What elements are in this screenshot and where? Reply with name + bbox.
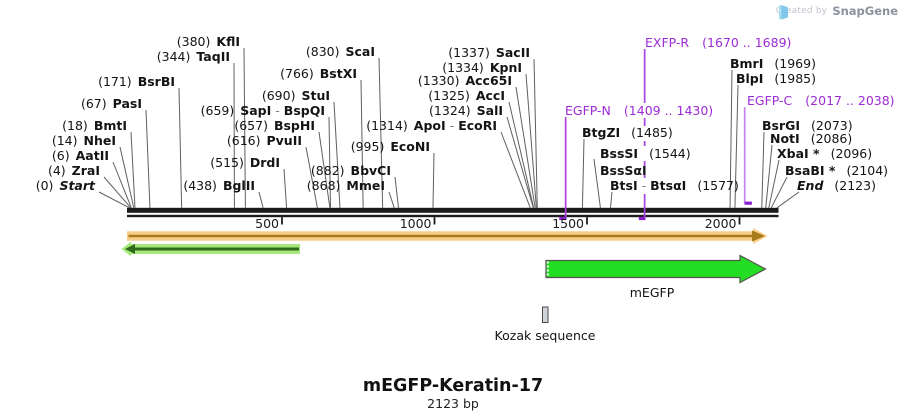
site-label-ScaI[interactable]: (830) ScaI [305, 44, 375, 59]
site-label-BsrGI[interactable]: BsrGI (2073) [762, 118, 853, 133]
site-label-BglII[interactable]: (438) BglII [183, 178, 255, 193]
site-dropline [515, 86, 536, 208]
site-label-SacII[interactable]: (1337) SacII [448, 45, 530, 60]
site-label-ApoI[interactable]: (1314) ApoI - EcoRI [366, 118, 497, 133]
reverse-fragment-arrowhead[interactable] [125, 244, 135, 254]
site-label-TaqII[interactable]: (344) TaqII [156, 49, 230, 64]
site-label-SalI[interactable]: (1324) SalI [429, 103, 503, 118]
site-label-BtgZI[interactable]: BtgZI (1485) [582, 125, 673, 140]
map-title: mEGFP-Keratin-17 [362, 376, 544, 396]
site-label-NotI[interactable]: NotI (2086) [770, 131, 853, 146]
site-label-StuI[interactable]: (690) StuI [261, 88, 330, 103]
snapgene-flag-icon [778, 5, 788, 20]
site-dropline [770, 176, 788, 209]
site-dropline [729, 69, 733, 208]
site-label-BssSI[interactable]: BssSI (1544) [600, 146, 691, 161]
site-label-BbvCI[interactable]: (882) BbvCI [310, 163, 391, 178]
site-label-Acc65I[interactable]: (1330) Acc65I [417, 73, 512, 88]
site-dropline [525, 73, 537, 208]
full-length-arrowhead[interactable] [752, 230, 765, 242]
site-dropline [388, 191, 395, 208]
map-length: 2123 bp [427, 396, 479, 411]
created-by-text: Created by [775, 6, 828, 16]
primer-label-egfp-c[interactable]: EGFP-C (2017 .. 2038) [747, 93, 895, 108]
site-label-EcoNI[interactable]: (995) EcoNI [350, 139, 430, 154]
sequence-bar [127, 207, 779, 213]
site-label-BsaBI[interactable]: BsaBI * (2104) [785, 163, 889, 178]
site-label-SapI[interactable]: (659) SapI - BspQI [200, 103, 325, 118]
ruler-line [127, 214, 779, 218]
site-dropline [112, 161, 132, 208]
site-label-XbaI[interactable]: XbaI * (2096) [777, 146, 873, 161]
site-label-DrdI[interactable]: (515) DrdI [210, 155, 280, 170]
site-label-BstXI[interactable]: (766) BstXI [280, 66, 357, 81]
site-dropline [243, 47, 246, 208]
site-dropline [394, 176, 400, 208]
site-dropline [581, 138, 585, 208]
site-label-BlpI[interactable]: BlpI (1985) [736, 71, 816, 86]
ruler-tick-label: 2000 [704, 216, 737, 231]
site-dropline [333, 101, 341, 208]
primer-label-egfp-n[interactable]: EGFP-N (1409 .. 1430) [565, 103, 714, 118]
site-dropline [130, 131, 136, 208]
site-dropline [258, 191, 264, 208]
site-dropline [765, 144, 773, 208]
site-dropline [734, 84, 739, 208]
site-dropline [283, 168, 288, 208]
site-dropline [432, 152, 435, 208]
kozak-sequence-marker[interactable] [542, 306, 549, 323]
site-dropline [378, 57, 384, 208]
site-label-End[interactable]: End (2123) [797, 178, 876, 193]
site-dropline [761, 131, 765, 208]
primer-label-exfp-r[interactable]: EXFP-R (1670 .. 1689) [645, 35, 792, 50]
site-dropline [305, 146, 318, 208]
site-label-AccI[interactable]: (1325) AccI [428, 88, 505, 103]
site-label-PvuII[interactable]: (616) PvuII [226, 133, 302, 148]
site-dropline [178, 87, 183, 208]
site-dropline [119, 146, 135, 208]
site-dropline [508, 101, 535, 208]
site-dropline [360, 79, 364, 208]
site-label-PasI[interactable]: (67) PasI [80, 96, 142, 111]
site-dropline [609, 191, 613, 208]
site-dropline [768, 159, 780, 208]
megfp-feature-arrow[interactable] [545, 254, 767, 284]
site-dropline [328, 116, 331, 208]
ruler-tick-label: 1000 [399, 216, 432, 231]
snapgene-watermark: Created by SnapGene [775, 4, 898, 20]
megfp-feature-label[interactable]: mEGFP [629, 285, 675, 300]
site-dropline [318, 131, 331, 208]
site-dropline [103, 176, 132, 209]
site-dropline [500, 131, 531, 208]
site-label-BmtI[interactable]: (18) BmtI [62, 118, 127, 133]
ruler-tick-label: 1500 [552, 216, 584, 231]
site-dropline [506, 116, 534, 208]
site-label-BspHI[interactable]: (657) BspHI [234, 118, 315, 133]
site-label-BsrBI[interactable]: (171) BsrBI [98, 74, 175, 89]
kozak-sequence-label[interactable]: Kozak sequence [494, 328, 596, 343]
site-label-BmrI[interactable]: BmrI (1969) [730, 56, 816, 71]
site-label-KflI[interactable]: (380) KflI [176, 34, 240, 49]
site-label-KpnI[interactable]: (1334) KpnI [442, 60, 522, 75]
site-dropline [533, 58, 538, 208]
snapgene-wordmark: SnapGene [832, 4, 898, 18]
site-label-Start[interactable]: (0) Start [35, 178, 95, 193]
site-dropline [145, 109, 151, 208]
site-label-ZraI[interactable]: (4) ZraI [47, 163, 100, 178]
site-label-BtsI[interactable]: BtsI - BtsαI (1577) [610, 178, 739, 193]
site-dropline [98, 191, 130, 209]
site-dropline [776, 191, 800, 209]
site-label-BssSαI[interactable]: BssSαI [600, 163, 647, 178]
site-label-NheI[interactable]: (14) NheI [51, 133, 116, 148]
site-label-AatII[interactable]: (6) AatII [51, 148, 109, 163]
site-dropline [593, 158, 601, 208]
ruler-tick-label: 500 [255, 216, 279, 231]
site-label-MmeI[interactable]: (868) MmeI [306, 178, 385, 193]
